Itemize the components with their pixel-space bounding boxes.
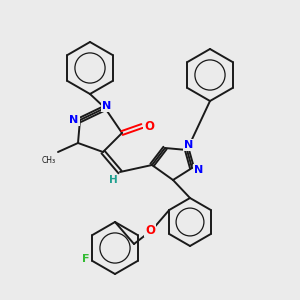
Text: N: N bbox=[194, 165, 204, 175]
Text: N: N bbox=[184, 140, 194, 150]
Text: H: H bbox=[109, 175, 117, 185]
Text: N: N bbox=[102, 101, 112, 111]
Text: O: O bbox=[144, 119, 154, 133]
Text: N: N bbox=[69, 115, 79, 125]
Text: F: F bbox=[82, 254, 89, 264]
Text: O: O bbox=[145, 224, 155, 236]
Text: CH₃: CH₃ bbox=[42, 156, 56, 165]
